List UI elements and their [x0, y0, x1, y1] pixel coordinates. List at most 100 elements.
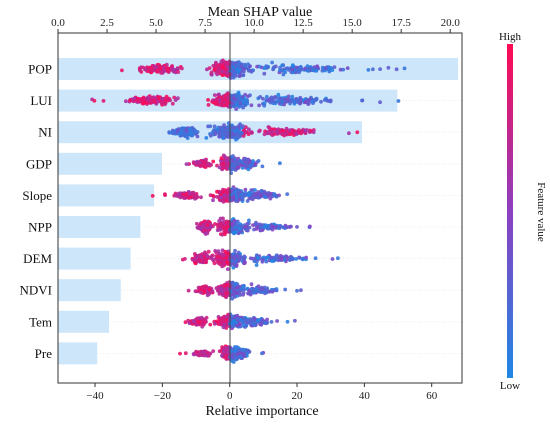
swarm-point — [235, 102, 239, 107]
swarm-point — [249, 69, 254, 74]
swarm-point — [217, 165, 222, 170]
swarm-point — [284, 126, 289, 131]
swarm-point — [265, 286, 270, 291]
top-tick-label: 2.5 — [100, 17, 114, 29]
swarm-point — [308, 224, 312, 229]
swarm-point — [225, 260, 230, 265]
bar-dem — [58, 247, 131, 270]
swarm-point — [234, 62, 238, 67]
swarm-point — [217, 97, 222, 102]
swarm-point — [294, 257, 299, 261]
swarm-point — [249, 321, 254, 326]
bottom-axis-title: Relative importance — [205, 404, 318, 419]
swarm-point — [225, 71, 230, 75]
swarm-point — [236, 124, 241, 129]
swarm-point — [204, 136, 209, 140]
swarm-point — [256, 190, 261, 194]
swarm-point — [283, 287, 288, 292]
swarm-point — [120, 68, 124, 73]
swarm-point — [322, 98, 327, 102]
swarm-point — [223, 249, 228, 254]
swarm-point — [274, 225, 278, 229]
swarm-point — [137, 98, 142, 103]
swarm-point — [275, 131, 280, 136]
swarm-point — [264, 94, 269, 99]
top-tick-label: 15.0 — [343, 17, 363, 29]
swarm-point — [143, 67, 148, 72]
feature-label-pop: POP — [28, 62, 52, 77]
swarm-point — [355, 130, 360, 135]
colorbar-title: Feature value — [535, 182, 547, 242]
swarm-point — [195, 161, 200, 166]
swarm-point — [183, 351, 188, 356]
swarm-point — [301, 256, 306, 261]
swarm-point — [274, 288, 279, 293]
swarm-point — [386, 65, 391, 70]
swarm-point — [212, 129, 217, 133]
swarm-gdp — [184, 153, 282, 176]
swarm-point — [249, 196, 253, 201]
swarm-point — [141, 101, 146, 106]
swarm-point — [371, 67, 375, 72]
swarm-point — [246, 132, 251, 137]
swarm-point — [163, 192, 167, 197]
swarm-point — [287, 258, 292, 262]
swarm-point — [217, 349, 222, 354]
swarm-point — [328, 99, 333, 104]
swarm-tem — [183, 312, 297, 331]
swarm-point — [220, 135, 225, 140]
swarm-point — [199, 290, 203, 295]
swarm-point — [309, 129, 313, 134]
swarm-point — [171, 131, 176, 136]
swarm-point — [313, 256, 318, 261]
swarm-point — [314, 69, 319, 73]
swarm-point — [294, 97, 299, 101]
swarm-point — [180, 127, 184, 131]
swarm-point — [252, 322, 257, 327]
swarm-point — [184, 162, 189, 167]
swarm-point — [274, 194, 279, 199]
bar-gdp — [58, 152, 162, 175]
feature-labels: POP LUI NI GDP Slope NPP DEM NDVI Tem Pre — [20, 62, 53, 361]
bar-slope — [58, 184, 155, 207]
swarm-point — [163, 101, 168, 105]
swarm-point — [260, 164, 265, 169]
swarm-point — [242, 283, 246, 288]
swarm-point — [222, 100, 227, 105]
swarm-point — [281, 72, 286, 77]
swarm-point — [229, 189, 234, 194]
swarm-point — [205, 254, 210, 258]
swarm-point — [259, 193, 263, 198]
swarm-point — [195, 134, 200, 139]
swarm-point — [219, 289, 224, 294]
swarm-point — [220, 264, 225, 269]
swarm-pop — [120, 58, 407, 80]
swarm-point — [278, 96, 283, 101]
swarm-point — [220, 353, 224, 358]
feature-label-gdp: GDP — [26, 156, 52, 171]
swarm-point — [332, 65, 337, 69]
swarm-point — [198, 160, 203, 165]
swarm-point — [178, 131, 183, 136]
swarm-point — [285, 319, 290, 324]
swarm-point — [199, 195, 203, 200]
swarm-point — [244, 98, 249, 103]
swarm-point — [211, 159, 216, 164]
swarm-point — [223, 350, 228, 355]
swarm-point — [203, 165, 208, 169]
swarm-point — [193, 128, 197, 133]
swarm-point — [193, 261, 198, 266]
top-axis: 0.0 2.5 5.0 7.5 10.0 12.5 15.0 17.5 20.0 — [51, 17, 460, 33]
swarm-point — [238, 73, 243, 78]
swarm-ni — [167, 121, 360, 142]
swarm-point — [261, 96, 265, 101]
swarm-point — [258, 222, 262, 227]
swarm-point — [237, 351, 242, 355]
swarm-point — [233, 290, 238, 294]
swarm-point — [152, 100, 157, 105]
swarm-point — [159, 101, 164, 105]
swarm-point — [220, 73, 225, 78]
swarm-point — [314, 97, 319, 102]
swarm-point — [138, 68, 142, 73]
